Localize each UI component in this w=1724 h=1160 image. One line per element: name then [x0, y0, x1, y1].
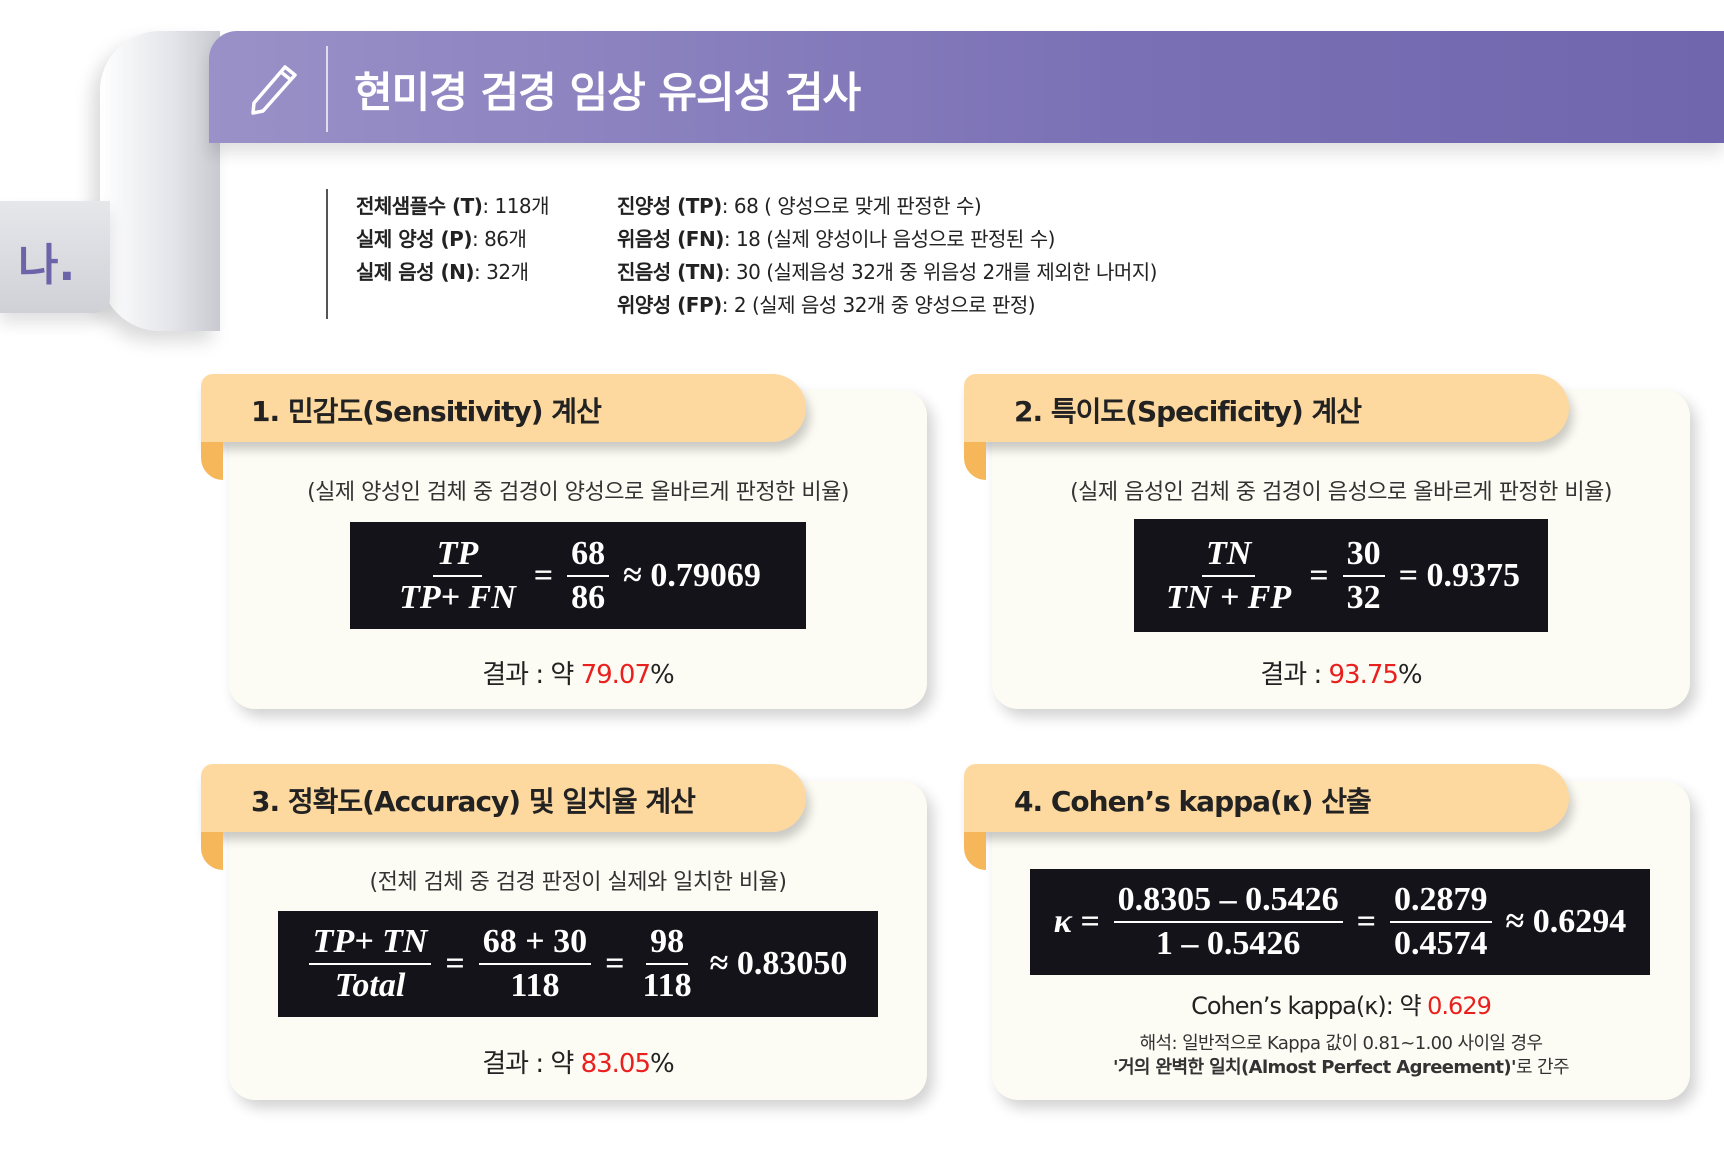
- card-title: 4. Cohen’s kappa(κ) 산출: [1014, 785, 1372, 818]
- card-title-tab: 3. 정확도(Accuracy) 및 일치율 계산: [201, 764, 806, 870]
- info-item: 진양성 (TP): 68 ( 양성으로 맞게 판정한 수): [617, 194, 982, 218]
- page-curl: [100, 31, 220, 331]
- info-item: 전체샘플수 (T): 118개: [356, 194, 550, 218]
- formula-box: TP+ TN Total = 68 + 30 118 = 98 118 ≈ 0.830…: [278, 911, 878, 1017]
- result-text: 결과 : 약 83.05%: [482, 1049, 674, 1079]
- formula-box: κ = 0.8305 – 0.5426 1 – 0.5426 = 0.2879 0.…: [1030, 869, 1650, 975]
- accuracy-card: (전체 검체 중 검경 판정이 실제와 일치한 비율) TP+ TN Total …: [229, 781, 927, 1100]
- info-left: 전체샘플수 (T): 118개 실제 양성 (P): 86개 실제 음성 (N)…: [356, 190, 550, 289]
- card-subtitle: (실제 양성인 검체 중 검경이 양성으로 올바르게 판정한 비율): [307, 480, 849, 505]
- card-subtitle: (전체 검체 중 검경 판정이 실제와 일치한 비율): [369, 870, 787, 895]
- header-divider: [326, 46, 328, 132]
- info-right: 진양성 (TP): 68 ( 양성으로 맞게 판정한 수) 위음성 (FN): …: [617, 190, 1157, 322]
- header-banner: 현미경 검경 임상 유의성 검사: [209, 31, 1724, 143]
- pencil-icon: [251, 65, 297, 115]
- specificity-card: (실제 음성인 검체 중 검경이 음성으로 올바르게 판정한 비율) TN TN …: [992, 390, 1690, 709]
- card-title: 3. 정확도(Accuracy) 및 일치율 계산: [251, 785, 696, 818]
- info-item: 실제 음성 (N): 32개: [356, 260, 529, 284]
- formula-box: TP TP+ FN = 68 86 ≈ 0.79069: [350, 522, 806, 629]
- section-tab: 나.: [0, 201, 110, 313]
- sensitivity-card: (실제 양성인 검체 중 검경이 양성으로 올바르게 판정한 비율) TP TP+…: [229, 390, 927, 709]
- card-title-tab: 2. 특이도(Specificity) 계산: [964, 374, 1569, 480]
- info-item: 위양성 (FP): 2 (실제 음성 32개 중 양성으로 판정): [617, 293, 1036, 317]
- result-text: 결과 : 약 79.07%: [482, 660, 674, 690]
- result-text: 결과 : 93.75%: [1260, 660, 1422, 690]
- card-subtitle: (실제 음성인 검체 중 검경이 음성으로 올바르게 판정한 비율): [1070, 480, 1612, 505]
- info-item: 진음성 (TN): 30 (실제음성 32개 중 위음성 2개를 제외한 나머지…: [617, 260, 1157, 284]
- section-label: 나.: [18, 240, 76, 291]
- info-item: 실제 양성 (P): 86개: [356, 227, 527, 251]
- page-title: 현미경 검경 임상 유의성 검사: [354, 68, 861, 117]
- formula-box: TN TN + FP = 30 32 = 0.9375: [1134, 519, 1548, 632]
- card-title: 1. 민감도(Sensitivity) 계산: [251, 395, 602, 428]
- card-title-tab: 4. Cohen’s kappa(κ) 산출: [964, 764, 1569, 870]
- interpretation-conclusion: '거의 완벽한 일치(Almost Perfect Agreement)'로 간…: [1113, 1057, 1570, 1078]
- card-title: 2. 특이도(Specificity) 계산: [1014, 395, 1362, 428]
- interpretation-note: 해석: 일반적으로 Kappa 값이 0.81~1.00 사이일 경우: [1139, 1033, 1543, 1054]
- result-text: Cohen’s kappa(κ): 약 0.629: [1191, 992, 1492, 1020]
- card-title-tab: 1. 민감도(Sensitivity) 계산: [201, 374, 806, 480]
- info-divider: [326, 189, 328, 319]
- info-item: 위음성 (FN): 18 (실제 양성이나 음성으로 판정된 수): [617, 227, 1055, 251]
- kappa-card: κ = 0.8305 – 0.5426 1 – 0.5426 = 0.2879 0.…: [992, 781, 1690, 1100]
